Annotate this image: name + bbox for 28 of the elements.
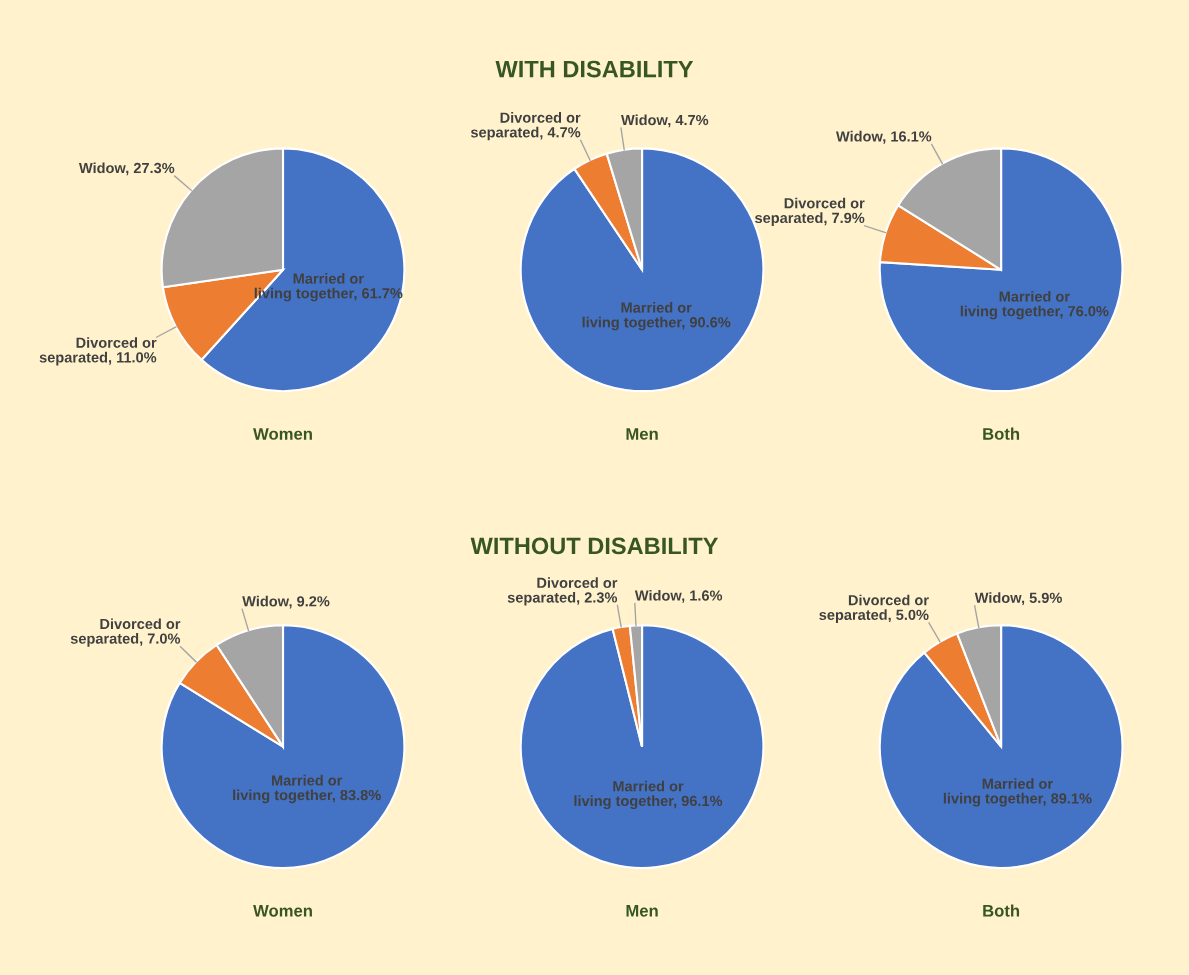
- text: Both: [983, 904, 1020, 917]
- slice-label: Married or living together, 83.8%: [233, 774, 381, 804]
- text: Women: [253, 428, 312, 440]
- slice-label: Widow, 27.3%: [78, 162, 175, 176]
- text: WITHOUT DISABILITY: [470, 537, 719, 555]
- slice-label: Divorced or separated, 7.9%: [755, 197, 865, 226]
- pie-slice: [878, 147, 1124, 393]
- text: Women: [253, 905, 312, 917]
- slice-label: Divorced or separated, 4.7%: [470, 112, 581, 141]
- text: Men: [626, 905, 658, 917]
- text: Both: [983, 427, 1020, 440]
- slice-label: Married or living together, 96.1%: [574, 780, 723, 809]
- slice-label: Married or living together, 90.6%: [582, 302, 731, 331]
- slice-label: Widow, 1.6%: [634, 589, 723, 603]
- pie-slice: [519, 624, 765, 870]
- pie-slice: [878, 624, 1124, 870]
- text: WITH DISABILITY: [495, 60, 694, 78]
- slice-label: Widow, 4.7%: [621, 114, 709, 128]
- slice-label: Divorced or separated, 2.3%: [507, 577, 618, 606]
- slice-label: Widow, 16.1%: [835, 130, 932, 144]
- slice-label: Divorced or separated, 7.0%: [70, 618, 181, 647]
- text: Men: [626, 428, 658, 440]
- slice-label: Divorced or separated, 11.0%: [39, 337, 157, 366]
- slice-label: Widow, 9.2%: [242, 595, 330, 609]
- slice-label: Divorced or separated, 5.0%: [819, 594, 929, 623]
- slice-label: Widow, 5.9%: [974, 592, 1062, 606]
- slice-label: Married or living together, 76.0%: [960, 291, 1109, 320]
- slice-label: Married or living together, 89.1%: [943, 778, 1092, 807]
